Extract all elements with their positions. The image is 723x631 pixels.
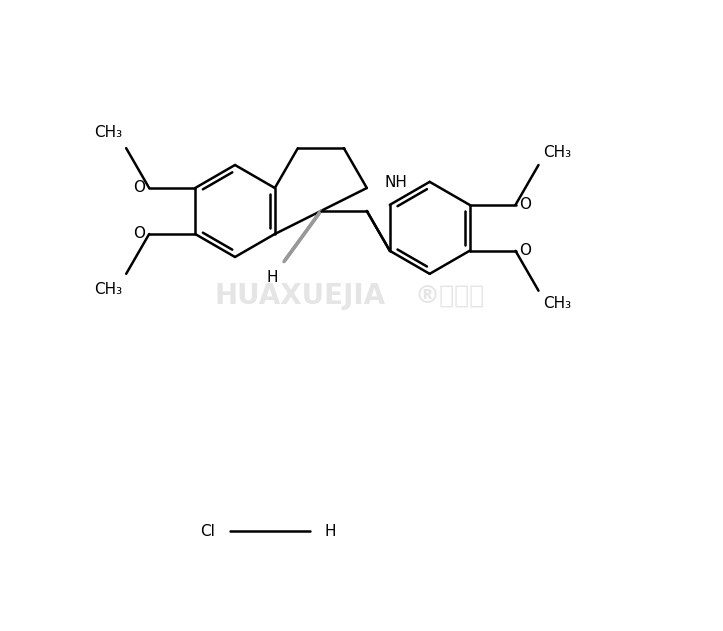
Text: CH₃: CH₃ xyxy=(544,296,572,310)
Text: CH₃: CH₃ xyxy=(94,125,122,140)
Text: O: O xyxy=(133,227,145,242)
Text: O: O xyxy=(520,244,531,258)
Text: CH₃: CH₃ xyxy=(94,282,122,297)
Text: O: O xyxy=(133,180,145,196)
Text: O: O xyxy=(520,198,531,213)
Text: CH₃: CH₃ xyxy=(544,145,572,160)
Text: Cl: Cl xyxy=(200,524,215,538)
Text: HUAXUEJIA: HUAXUEJIA xyxy=(215,282,385,310)
Text: ®化学加: ®化学加 xyxy=(415,284,485,308)
Text: NH: NH xyxy=(385,175,408,191)
Text: H: H xyxy=(266,269,278,285)
Text: H: H xyxy=(325,524,336,538)
